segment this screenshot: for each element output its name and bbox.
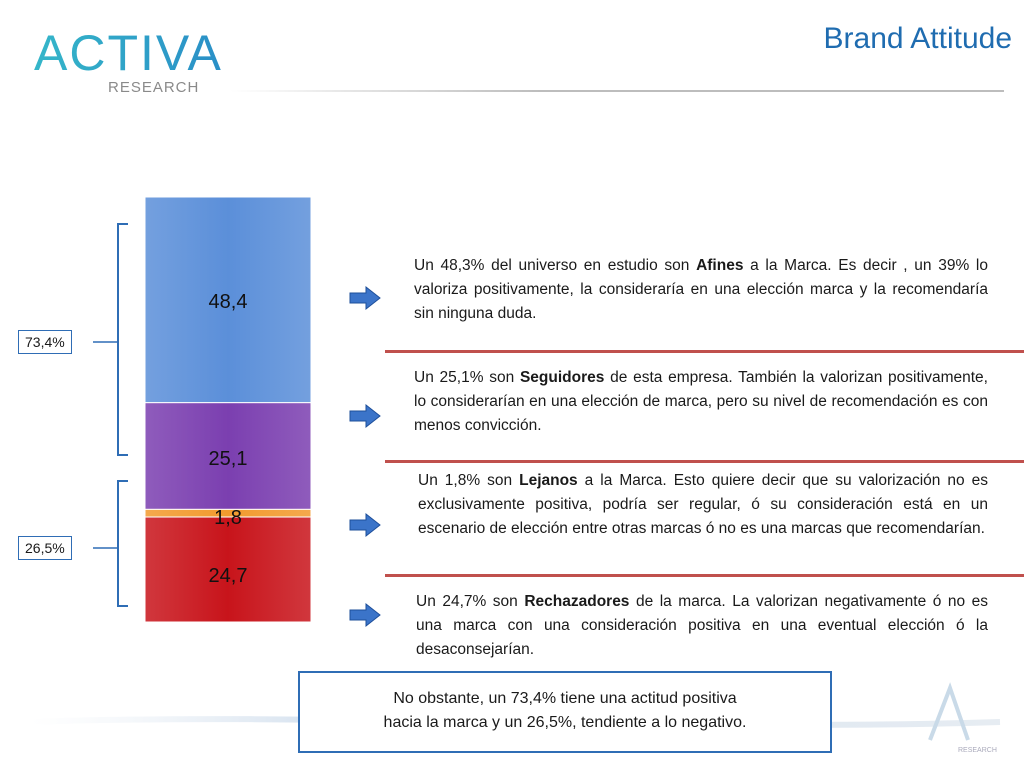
svg-text:RESEARCH: RESEARCH [958, 747, 997, 754]
bar-label-2: 1,8 [214, 507, 242, 529]
description-afines: Un 48,3% del universo en estudio son Afi… [414, 257, 988, 322]
bar-label-3: 24,7 [209, 565, 248, 587]
conclusion-line-2: hacia la marca y un 26,5%, tendiente a l… [383, 714, 747, 731]
negative-bracket [117, 480, 128, 607]
activa-research-logo: ACTIVA RESEARCH [34, 25, 223, 96]
bar-segment-3 [144, 516, 312, 623]
divider-2 [385, 460, 1024, 463]
divider-1 [385, 350, 1024, 353]
arrow-icon-0 [349, 285, 381, 311]
svg-text:ACTIVA: ACTIVA [34, 25, 223, 81]
title-rule [230, 90, 1004, 92]
description-rechazadores: Un 24,7% son Rechazadores de la marca. L… [416, 593, 988, 658]
bar-segment-1 [144, 402, 312, 510]
positive-total-label: 73,4% [18, 330, 72, 354]
conclusion-box: No obstante, un 73,4% tiene una actitud … [298, 671, 832, 753]
positive-bracket [117, 223, 128, 456]
arrow-icon-2 [349, 512, 381, 538]
bar-segment-0 [144, 196, 312, 404]
description-lejanos: Un 1,8% son Lejanos a la Marca. Esto qui… [418, 472, 988, 537]
arrow-icon-1 [349, 403, 381, 429]
page-title: Brand Attitude [823, 22, 1012, 55]
arrow-icon-3 [349, 602, 381, 628]
description-seguidores: Un 25,1% son Seguidores de esta empresa.… [414, 369, 988, 434]
svg-text:RESEARCH: RESEARCH [108, 79, 199, 96]
bar-label-1: 25,1 [209, 448, 248, 470]
conclusion-line-1: No obstante, un 73,4% tiene una actitud … [393, 690, 737, 707]
divider-3 [385, 574, 1024, 577]
negative-total-label: 26,5% [18, 536, 72, 560]
bar-label-0: 48,4 [209, 291, 248, 313]
